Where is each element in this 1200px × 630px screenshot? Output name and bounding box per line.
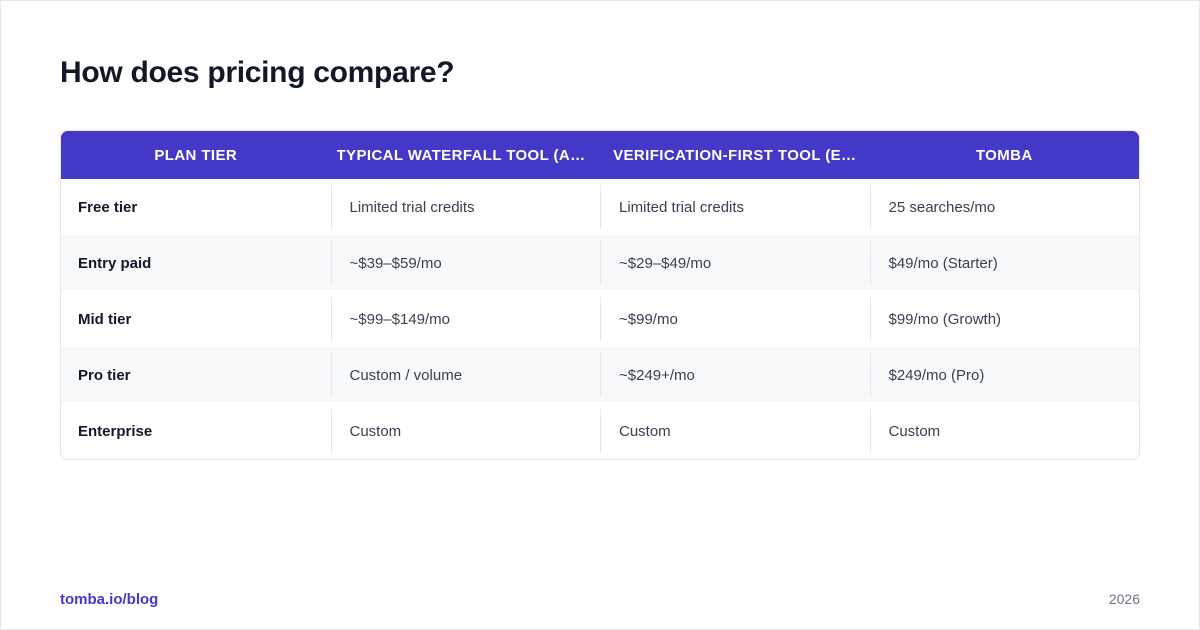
table-row: Pro tier Custom / volume ~$249+/mo $249/…: [61, 347, 1139, 403]
table-cell: $99/mo (Growth): [869, 297, 1140, 341]
row-label: Pro tier: [78, 366, 131, 384]
page-title: How does pricing compare?: [60, 56, 455, 89]
table-cell: ~$99–$149/mo: [330, 297, 601, 341]
blog-link[interactable]: tomba.io/blog: [60, 591, 159, 608]
table-row: Enterprise Custom Custom Custom: [61, 403, 1139, 459]
table-cell: Limited trial credits: [600, 185, 870, 229]
table-row: Mid tier ~$99–$149/mo ~$99/mo $99/mo (Gr…: [61, 291, 1139, 347]
table-cell: ~$249+/mo: [600, 353, 870, 397]
table-cell: Custom: [600, 409, 870, 453]
table-cell: Custom: [330, 409, 601, 453]
table-cell: 25 searches/mo: [869, 185, 1140, 229]
table-cell: Limited trial credits: [330, 185, 601, 229]
header-waterfall-tool: TYPICAL WATERFALL TOOL (AD…: [336, 146, 595, 164]
table-cell: ~$39–$59/mo: [330, 241, 601, 285]
table-row: Free tier Limited trial credits Limited …: [61, 179, 1139, 235]
row-label: Mid tier: [78, 310, 132, 328]
table-cell: ~$99/mo: [600, 297, 870, 341]
row-label: Enterprise: [78, 422, 153, 440]
table-cell: ~$29–$49/mo: [600, 241, 870, 285]
row-label: Entry paid: [78, 254, 152, 272]
year-label: 2026: [1108, 591, 1140, 607]
table-cell: $49/mo (Starter): [869, 241, 1140, 285]
header-verification-tool: VERIFICATION-FIRST TOOL (E…: [613, 146, 857, 164]
table-cell: $249/mo (Pro): [869, 353, 1140, 397]
table-cell: Custom: [869, 409, 1140, 453]
header-plan-tier: PLAN TIER: [154, 146, 238, 164]
table-cell: Custom / volume: [330, 353, 601, 397]
table-header: PLAN TIER TYPICAL WATERFALL TOOL (AD… VE…: [61, 131, 1139, 179]
header-tomba: TOMBA: [975, 146, 1033, 164]
table-row: Entry paid ~$39–$59/mo ~$29–$49/mo $49/m…: [61, 235, 1139, 291]
pricing-table: PLAN TIER TYPICAL WATERFALL TOOL (AD… VE…: [60, 130, 1140, 460]
row-label: Free tier: [78, 198, 138, 216]
